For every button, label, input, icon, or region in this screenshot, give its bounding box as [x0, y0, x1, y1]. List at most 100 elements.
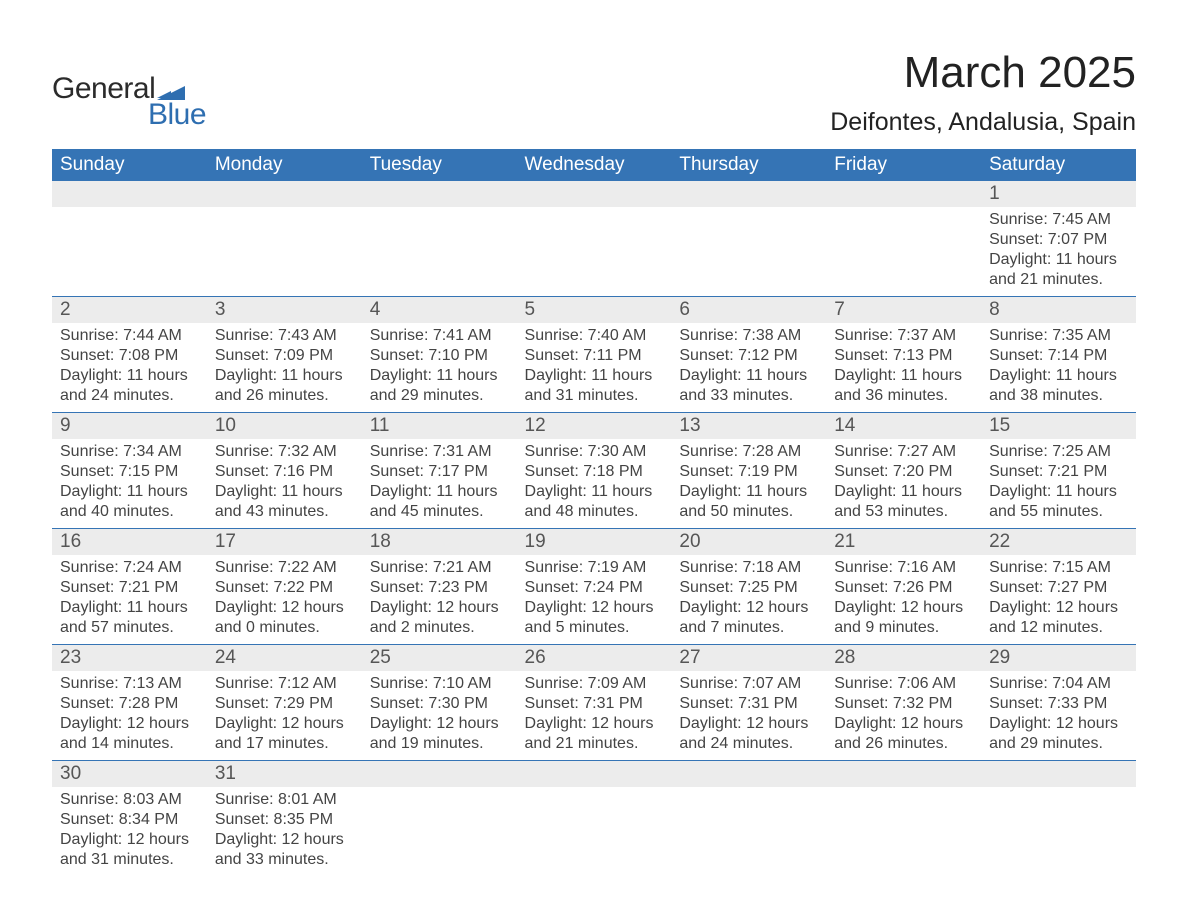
sunset-value: Sunset: 7:08 PM: [60, 346, 199, 366]
sunrise-value: Sunrise: 8:01 AM: [215, 790, 354, 810]
day-number-cell: [517, 181, 672, 207]
sunset-value: Sunset: 7:31 PM: [525, 694, 664, 714]
day-number: 22: [981, 529, 1136, 555]
day-details-cell: Sunrise: 7:38 AMSunset: 7:12 PMDaylight:…: [671, 323, 826, 413]
daylight-line2: and 9 minutes.: [834, 618, 973, 638]
day-details-cell: [52, 207, 207, 297]
day-number-cell: 14: [826, 413, 981, 440]
sunset-value: Sunset: 7:09 PM: [215, 346, 354, 366]
daylight-line1: Daylight: 12 hours: [60, 714, 199, 734]
day-number-cell: 1: [981, 181, 1136, 207]
day-details-cell: Sunrise: 7:44 AMSunset: 7:08 PMDaylight:…: [52, 323, 207, 413]
sunset-value: Sunset: 7:07 PM: [989, 230, 1128, 250]
sunset-value: Sunset: 8:34 PM: [60, 810, 199, 830]
calendar-table: Sunday Monday Tuesday Wednesday Thursday…: [52, 149, 1136, 876]
header: General Blue March 2025 Deifontes, Andal…: [52, 48, 1136, 137]
daylight-line1: Daylight: 11 hours: [60, 598, 199, 618]
daylight-line2: and 45 minutes.: [370, 502, 509, 522]
daylight-line2: and 38 minutes.: [989, 386, 1128, 406]
day-details-cell: Sunrise: 7:24 AMSunset: 7:21 PMDaylight:…: [52, 555, 207, 645]
daylight-line2: and 24 minutes.: [679, 734, 818, 754]
day-number: [517, 761, 672, 785]
day-number: 27: [671, 645, 826, 671]
daylight-line1: Daylight: 12 hours: [215, 714, 354, 734]
daylight-line2: and 24 minutes.: [60, 386, 199, 406]
day-details-cell: [517, 207, 672, 297]
day-number: 5: [517, 297, 672, 323]
day-details-cell: [671, 787, 826, 876]
day-details-cell: Sunrise: 7:41 AMSunset: 7:10 PMDaylight:…: [362, 323, 517, 413]
day-details-cell: Sunrise: 7:28 AMSunset: 7:19 PMDaylight:…: [671, 439, 826, 529]
sunset-value: Sunset: 7:28 PM: [60, 694, 199, 714]
daylight-line1: Daylight: 11 hours: [525, 482, 664, 502]
day-details-cell: [826, 787, 981, 876]
logo-text-blue: Blue: [148, 98, 206, 132]
sunset-value: Sunset: 7:31 PM: [679, 694, 818, 714]
day-details-cell: Sunrise: 7:43 AMSunset: 7:09 PMDaylight:…: [207, 323, 362, 413]
day-number: 30: [52, 761, 207, 787]
daynum-row: 2345678: [52, 297, 1136, 324]
sunrise-value: Sunrise: 7:28 AM: [679, 442, 818, 462]
sunset-value: Sunset: 7:27 PM: [989, 578, 1128, 598]
daynum-row: 1: [52, 181, 1136, 207]
daylight-line2: and 2 minutes.: [370, 618, 509, 638]
day-details-cell: Sunrise: 7:35 AMSunset: 7:14 PMDaylight:…: [981, 323, 1136, 413]
day-number: 20: [671, 529, 826, 555]
day-number: [52, 181, 207, 205]
details-row: Sunrise: 7:44 AMSunset: 7:08 PMDaylight:…: [52, 323, 1136, 413]
sunset-value: Sunset: 7:25 PM: [679, 578, 818, 598]
sunset-value: Sunset: 8:35 PM: [215, 810, 354, 830]
day-number: 19: [517, 529, 672, 555]
day-number-cell: [981, 761, 1136, 788]
day-number: 25: [362, 645, 517, 671]
day-details-cell: Sunrise: 7:21 AMSunset: 7:23 PMDaylight:…: [362, 555, 517, 645]
day-number: [671, 181, 826, 205]
sunset-value: Sunset: 7:14 PM: [989, 346, 1128, 366]
day-number: 24: [207, 645, 362, 671]
day-number: 8: [981, 297, 1136, 323]
day-number-cell: 26: [517, 645, 672, 672]
sunrise-value: Sunrise: 7:24 AM: [60, 558, 199, 578]
details-row: Sunrise: 7:45 AMSunset: 7:07 PMDaylight:…: [52, 207, 1136, 297]
day-number-cell: [52, 181, 207, 207]
sunset-value: Sunset: 7:11 PM: [525, 346, 664, 366]
daylight-line2: and 55 minutes.: [989, 502, 1128, 522]
sunset-value: Sunset: 7:29 PM: [215, 694, 354, 714]
sunset-value: Sunset: 7:15 PM: [60, 462, 199, 482]
day-number: 23: [52, 645, 207, 671]
sunrise-value: Sunrise: 7:43 AM: [215, 326, 354, 346]
day-number: 15: [981, 413, 1136, 439]
sunrise-value: Sunrise: 7:35 AM: [989, 326, 1128, 346]
daynum-row: 9101112131415: [52, 413, 1136, 440]
sunrise-value: Sunrise: 7:06 AM: [834, 674, 973, 694]
day-number: 4: [362, 297, 517, 323]
day-details-cell: Sunrise: 8:03 AMSunset: 8:34 PMDaylight:…: [52, 787, 207, 876]
daylight-line1: Daylight: 12 hours: [989, 598, 1128, 618]
daylight-line1: Daylight: 11 hours: [989, 482, 1128, 502]
daylight-line1: Daylight: 12 hours: [60, 830, 199, 850]
daylight-line1: Daylight: 12 hours: [989, 714, 1128, 734]
daynum-row: 23242526272829: [52, 645, 1136, 672]
daylight-line1: Daylight: 11 hours: [525, 366, 664, 386]
day-number-cell: 19: [517, 529, 672, 556]
logo: General Blue: [52, 72, 206, 132]
day-details-cell: Sunrise: 7:04 AMSunset: 7:33 PMDaylight:…: [981, 671, 1136, 761]
sunset-value: Sunset: 7:26 PM: [834, 578, 973, 598]
day-details-cell: Sunrise: 7:06 AMSunset: 7:32 PMDaylight:…: [826, 671, 981, 761]
daylight-line1: Daylight: 11 hours: [834, 366, 973, 386]
daylight-line2: and 43 minutes.: [215, 502, 354, 522]
sunrise-value: Sunrise: 7:15 AM: [989, 558, 1128, 578]
day-details-cell: Sunrise: 7:19 AMSunset: 7:24 PMDaylight:…: [517, 555, 672, 645]
daylight-line1: Daylight: 12 hours: [215, 830, 354, 850]
day-number: 31: [207, 761, 362, 787]
sunrise-value: Sunrise: 7:09 AM: [525, 674, 664, 694]
sunrise-value: Sunrise: 7:16 AM: [834, 558, 973, 578]
day-number-cell: 20: [671, 529, 826, 556]
day-details-cell: Sunrise: 7:40 AMSunset: 7:11 PMDaylight:…: [517, 323, 672, 413]
day-number-cell: 22: [981, 529, 1136, 556]
sunrise-value: Sunrise: 7:27 AM: [834, 442, 973, 462]
sunrise-value: Sunrise: 7:41 AM: [370, 326, 509, 346]
sunset-value: Sunset: 7:32 PM: [834, 694, 973, 714]
day-number: 28: [826, 645, 981, 671]
sunrise-value: Sunrise: 7:31 AM: [370, 442, 509, 462]
